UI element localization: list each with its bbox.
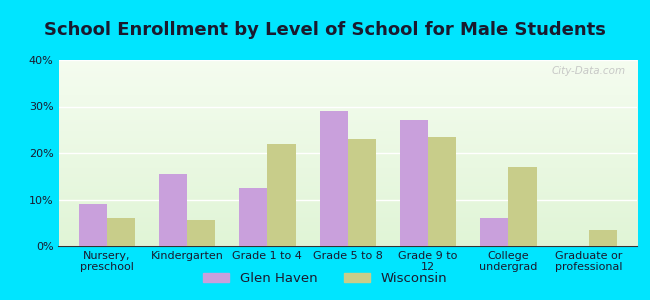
Bar bbox=[187, 220, 215, 246]
Bar bbox=[589, 230, 617, 246]
Text: School Enrollment by Level of School for Male Students: School Enrollment by Level of School for… bbox=[44, 21, 606, 39]
Bar bbox=[320, 111, 348, 246]
Legend: Glen Haven, Wisconsin: Glen Haven, Wisconsin bbox=[198, 267, 452, 290]
Bar bbox=[400, 120, 428, 246]
Bar bbox=[428, 137, 456, 246]
Bar bbox=[348, 139, 376, 246]
Bar bbox=[159, 174, 187, 246]
Bar bbox=[267, 144, 296, 246]
Text: City-Data.com: City-Data.com bbox=[551, 66, 625, 76]
Bar bbox=[79, 204, 107, 246]
Bar bbox=[239, 188, 267, 246]
Bar bbox=[508, 167, 536, 246]
Bar bbox=[480, 218, 508, 246]
Bar bbox=[107, 218, 135, 246]
